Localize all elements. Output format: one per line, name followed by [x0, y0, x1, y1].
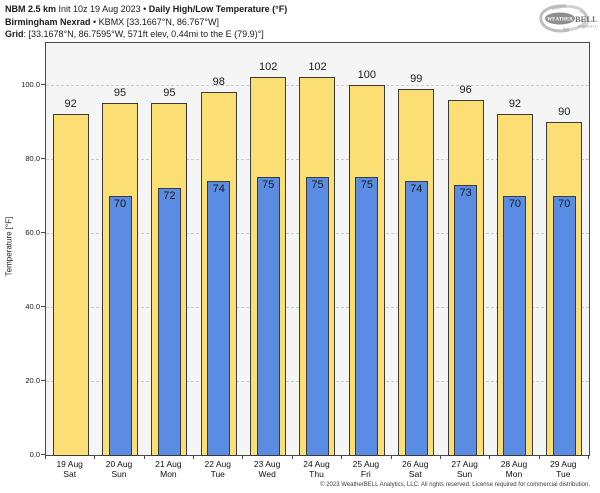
y-tick-mark: [41, 83, 45, 85]
grid-line: Grid: [33.1678°N, 86.7595°W, 571ft elev,…: [5, 28, 287, 41]
init-time: Init 10z 19 Aug 2023 •: [56, 4, 149, 14]
x-tick-mark: [588, 456, 589, 459]
x-tick-label: 23 Aug Wed: [253, 459, 281, 479]
y-tick-mark: [41, 231, 45, 233]
bar-group: 99 74: [392, 43, 441, 456]
y-tick-label: 40.0: [25, 301, 40, 311]
low-bar: [108, 195, 132, 456]
low-value-label: 75: [360, 179, 373, 192]
high-value-label: 90: [558, 105, 571, 118]
grid-label: Grid: [5, 29, 24, 39]
low-bar: [552, 195, 576, 456]
low-bar: [503, 195, 527, 456]
low-bar: [305, 177, 329, 456]
x-tick-mark: [291, 456, 293, 459]
x-tick-label: 27 Aug Sun: [451, 459, 478, 479]
high-value-label: 92: [64, 98, 77, 111]
y-tick-label: 20.0: [25, 375, 40, 385]
x-tick-label: 24 Aug Thu: [303, 459, 330, 479]
bar-group: 102 75: [243, 43, 292, 456]
low-value-label: 75: [262, 179, 275, 192]
x-tick-mark: [193, 456, 195, 459]
x-tick-label: 21 Aug Mon: [155, 459, 182, 479]
high-value-label: 99: [410, 72, 423, 85]
low-bar: [454, 184, 478, 456]
x-tick-label: 29 Aug Tue: [550, 459, 577, 479]
y-tick-mark: [41, 305, 45, 307]
y-tick-label: 100.0: [21, 79, 40, 89]
high-value-label: 102: [258, 61, 278, 74]
station-line: Birmingham Nexrad • KBMX [33.1667°N, 86.…: [5, 16, 287, 29]
low-bar: [157, 188, 181, 456]
low-bar: [256, 177, 280, 456]
bar-group: 92: [46, 43, 95, 456]
bar-group: 90 70: [540, 43, 589, 456]
x-tick-label: 20 Aug Sun: [105, 459, 133, 479]
weatherbell-swirl-icon: WEATHER BELL Analytics LLC: [539, 4, 600, 33]
bar-group: 92 70: [490, 43, 539, 456]
high-value-label: 102: [308, 61, 327, 74]
y-tick-mark: [41, 454, 45, 455]
x-tick-mark: [143, 456, 145, 459]
x-tick-label: 25 Aug Fri: [352, 459, 380, 479]
low-value-label: 72: [163, 190, 176, 203]
x-tick-label: 26 Aug Sat: [401, 459, 429, 479]
y-tick-label: 60.0: [25, 227, 40, 237]
y-tick-label: 80.0: [25, 153, 40, 163]
high-value-label: 98: [212, 76, 225, 89]
low-bar: [355, 177, 379, 456]
low-value-label: 74: [212, 183, 225, 196]
low-value-label: 73: [459, 186, 472, 199]
x-tick-mark: [45, 456, 46, 459]
bar-group: 96 73: [441, 43, 490, 456]
bar-group: 102 75: [293, 43, 342, 456]
weatherbell-logo: WEATHER BELL Analytics LLC: [534, 2, 600, 43]
high-value-label: 95: [163, 87, 176, 100]
svg-text:WEATHER: WEATHER: [547, 18, 573, 23]
low-bar: [404, 181, 428, 456]
svg-text:BELL: BELL: [575, 14, 598, 24]
bar-group: 95 70: [95, 43, 144, 456]
model-name: NBM 2.5 km: [5, 4, 57, 14]
low-bar: [207, 181, 231, 456]
low-value-label: 70: [558, 197, 571, 210]
x-tick-mark: [538, 456, 540, 459]
station-name: Birmingham Nexrad: [5, 16, 91, 27]
copyright-text: © 2023 WeatherBELL Analytics, LLC. All r…: [320, 482, 590, 488]
low-value-label: 74: [410, 183, 423, 196]
bar-group: 100 75: [342, 43, 391, 456]
x-tick-mark: [489, 456, 491, 459]
svg-text:Analytics LLC: Analytics LLC: [578, 25, 598, 29]
x-tick-mark: [242, 456, 244, 459]
high-bar: [52, 114, 89, 456]
x-tick-mark: [390, 456, 392, 459]
high-value-label: 100: [357, 68, 377, 81]
low-value-label: 70: [508, 197, 522, 210]
low-value-label: 70: [113, 197, 127, 210]
low-value-label: 75: [311, 179, 324, 192]
y-tick-label: 0.0: [29, 450, 40, 459]
x-tick-mark: [341, 456, 343, 459]
high-value-label: 95: [113, 87, 127, 100]
y-tick-mark: [41, 379, 45, 381]
x-tick-mark: [94, 456, 96, 459]
x-tick-label: 22 Aug Tue: [204, 459, 231, 479]
bar-group: 95 72: [145, 43, 194, 456]
page-title: NBM 2.5 km Init 10z 19 Aug 2023 • Daily …: [5, 3, 287, 16]
y-axis-title: Temperature [°F]: [4, 216, 14, 277]
plot-area: 92 95 70 95 72 98 74 102 75 102 75 100 75 99 74 96 73 92 7…: [45, 42, 590, 456]
high-value-label: 96: [459, 83, 472, 96]
x-tick-label: 28 Aug Mon: [500, 459, 528, 479]
high-value-label: 92: [508, 98, 522, 111]
x-tick-label: 19 Aug Sat: [56, 459, 83, 479]
parameter-name: Daily High/Low Temperature (°F): [148, 4, 288, 14]
header: NBM 2.5 km Init 10z 19 Aug 2023 • Daily …: [5, 3, 287, 41]
grid-coords: : [33.1678°N, 86.7595°W, 571ft elev, 0.4…: [23, 29, 264, 39]
station-coords: • KBMX [33.1667°N, 86.767°W]: [90, 16, 219, 27]
bar-group: 98 74: [194, 43, 243, 456]
x-tick-mark: [439, 456, 441, 459]
y-tick-mark: [41, 157, 45, 159]
